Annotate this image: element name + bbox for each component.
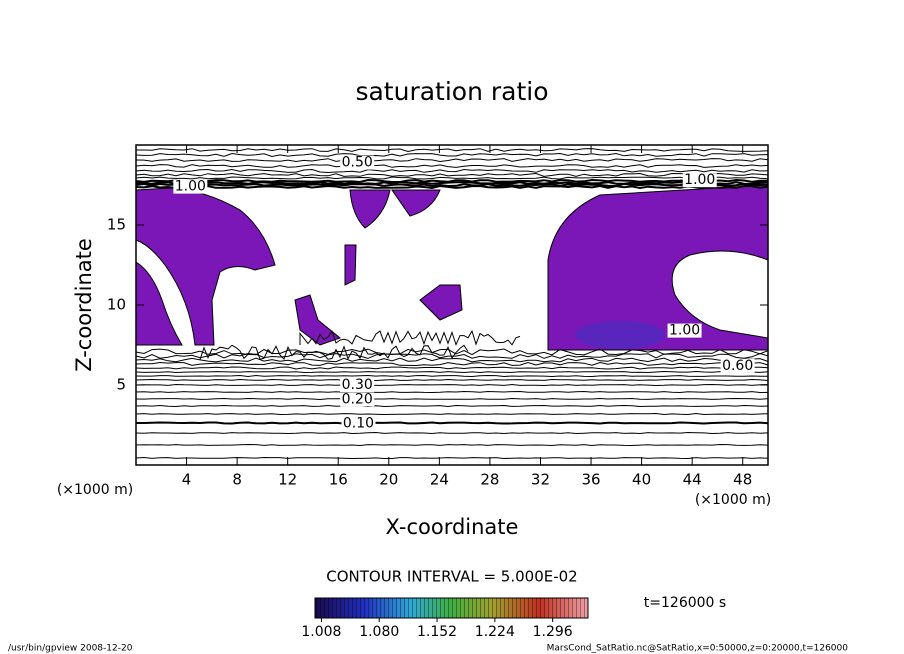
- contour-line: [419, 284, 463, 321]
- contour-label: 1.00: [175, 179, 206, 195]
- x-tick-label: 36: [581, 471, 600, 489]
- contour-line: [344, 244, 357, 286]
- contour-line: [294, 294, 342, 346]
- contour-line: [349, 189, 391, 229]
- contour-label-bg: [341, 416, 376, 431]
- supersaturated-region: [345, 245, 356, 285]
- high-saturation-core: [575, 321, 665, 349]
- contour-line: [135, 158, 769, 163]
- contour-line: [135, 404, 769, 408]
- contour-label: 0.60: [722, 358, 753, 374]
- contour-line: [135, 370, 769, 374]
- footer-left: /usr/bin/gpview 2008-12-20: [8, 644, 133, 654]
- x-tick-label: 24: [430, 471, 449, 489]
- colorbar-tick-label: 1.296: [533, 624, 573, 640]
- supersaturated-region: [136, 262, 182, 345]
- supersaturated-region: [136, 188, 275, 345]
- contour-line: [135, 383, 769, 387]
- contour-label: 0.50: [342, 155, 373, 171]
- contour-label: 0.30: [342, 377, 373, 393]
- colorbar-tick-label: 1.152: [417, 624, 457, 640]
- y-axis-label: Z-coordinate: [72, 238, 96, 372]
- contour-label-bg: [720, 358, 755, 373]
- contour-line: [135, 443, 769, 447]
- supersaturated-region: [420, 285, 462, 320]
- contour-line: [547, 184, 769, 351]
- contour-line: [135, 172, 769, 178]
- filled-regions: [136, 185, 768, 350]
- contour-label-bg: [340, 392, 375, 407]
- contour-line: [135, 182, 769, 188]
- chart-title: saturation ratio: [355, 77, 548, 106]
- contour-line: [135, 352, 769, 359]
- x-tick-label: 20: [379, 471, 398, 489]
- footer-right: MarsCond_SatRatio.nc@SatRatio,x=0:50000,…: [547, 644, 849, 654]
- colorbar-tick-label: 1.080: [359, 624, 399, 640]
- contour-label: 1.00: [684, 172, 715, 188]
- x-tick-label: 48: [733, 471, 752, 489]
- contour-line: [135, 361, 769, 367]
- x-tick-label: 44: [683, 471, 702, 489]
- supersaturated-region: [392, 190, 440, 216]
- contour-line: [136, 421, 769, 425]
- supersaturated-region: [350, 190, 390, 228]
- x-axis-label: X-coordinate: [386, 515, 519, 539]
- colorbar-tick-label: 1.224: [475, 624, 515, 640]
- contour-line: [135, 168, 769, 174]
- contour-line: [136, 148, 769, 153]
- contour-lines: [135, 148, 769, 460]
- contour-line: [135, 178, 769, 184]
- x-tick-label: 28: [480, 471, 499, 489]
- contour-line: [135, 378, 769, 382]
- contour-line: [135, 456, 769, 460]
- contour-label-bg: [340, 155, 375, 170]
- contour-line: [199, 344, 469, 361]
- supersaturated-region: [548, 185, 768, 350]
- y-tick-label: 10: [107, 296, 126, 314]
- contour-line: [135, 397, 769, 401]
- contour-line: [135, 261, 183, 346]
- contour-line: [135, 412, 769, 416]
- x-tick-label: 12: [278, 471, 297, 489]
- colorbar-frame: [314, 597, 589, 619]
- contour-label-bg: [682, 173, 717, 188]
- contour-line: [135, 374, 769, 378]
- contour-label-bg: [340, 378, 375, 392]
- colorbar-tick-label: 1.008: [301, 624, 341, 640]
- contour-line: [135, 176, 769, 180]
- time-label: t=126000 s: [644, 595, 726, 611]
- x-tick-label: 8: [232, 471, 242, 489]
- contour-line: [135, 431, 769, 435]
- contour-label-bg: [667, 323, 702, 338]
- contour-label: 0.10: [343, 415, 374, 431]
- contour-line: [135, 152, 769, 158]
- contour-line: [299, 329, 521, 346]
- contour-line: [135, 187, 276, 346]
- x-tick-label: 32: [531, 471, 550, 489]
- contour-line: [135, 390, 769, 394]
- contour-label-bg: [173, 179, 208, 194]
- contour-label: 1.00: [669, 323, 700, 339]
- contour-interval: CONTOUR INTERVAL = 5.000E-02: [326, 568, 577, 586]
- x-tick-label: 16: [329, 471, 348, 489]
- x-unit: (×1000 m): [695, 492, 771, 508]
- y-tick-label: 5: [116, 376, 126, 394]
- contour-line: [135, 366, 769, 370]
- contour-line: [135, 164, 769, 168]
- x-tick-label: 40: [632, 471, 651, 489]
- y-unit: (×1000 m): [57, 482, 133, 498]
- contour-line: [135, 184, 769, 190]
- contour-label: 0.20: [342, 391, 373, 407]
- contour-line: [135, 180, 769, 185]
- y-tick-label: 15: [107, 216, 126, 234]
- contour-line: [391, 189, 441, 217]
- x-tick-label: 4: [182, 471, 192, 489]
